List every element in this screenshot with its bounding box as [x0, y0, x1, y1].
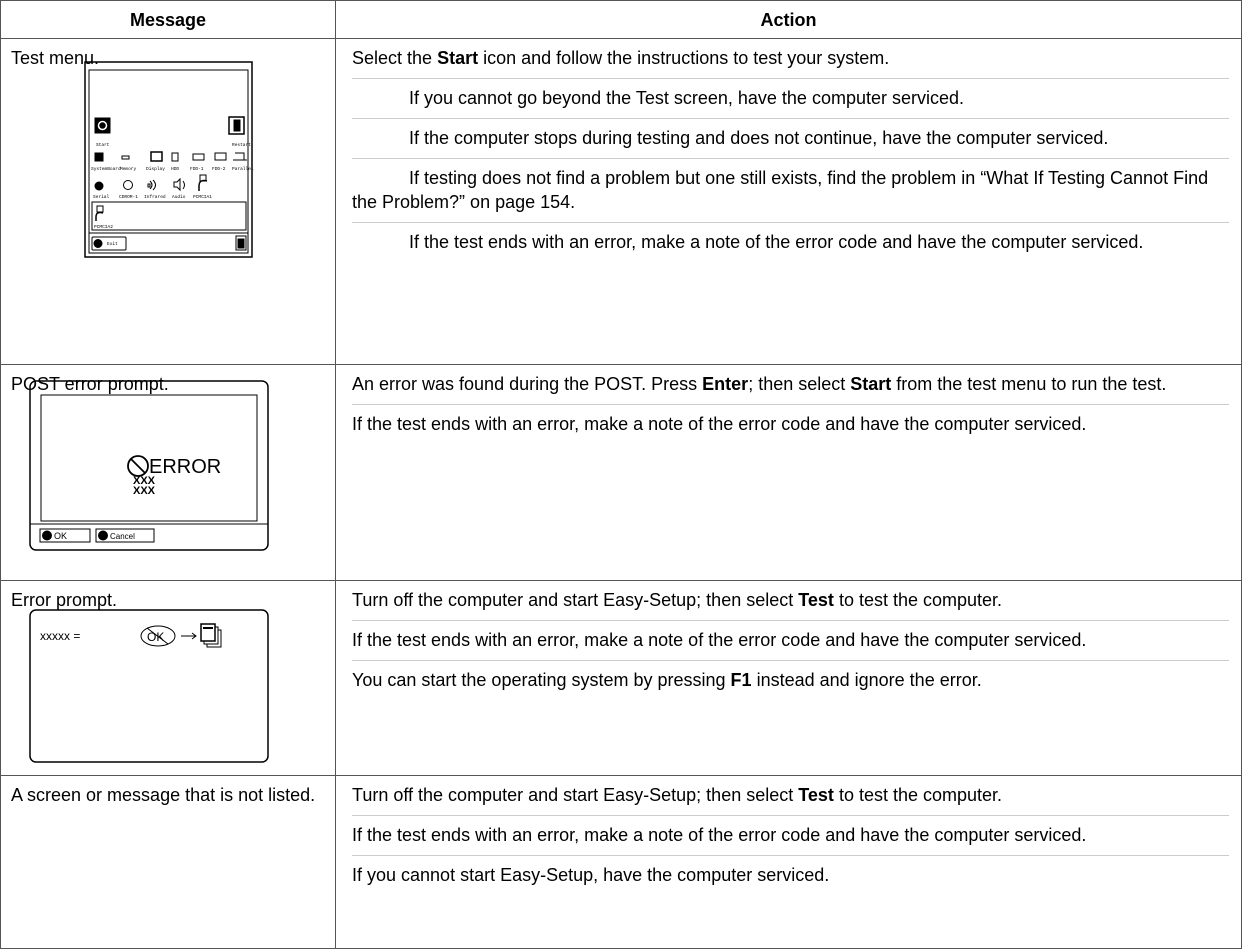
illustration-label: XXX: [133, 485, 156, 497]
text-run: to test the computer.: [833, 785, 1003, 805]
text-run: to test the computer.: [833, 590, 1003, 610]
action-paragraph: If the test ends with an error, make a n…: [352, 620, 1229, 660]
test-menu-illustration: Start Restart SystemBoard Memory Display…: [84, 61, 254, 258]
illustration-label: Serial: [93, 194, 110, 200]
text-run: ; then select: [748, 374, 851, 394]
text-run: instead and ignore the error.: [751, 670, 982, 690]
text-run: Turn off the computer and start Easy-Set…: [352, 785, 799, 805]
text-run: If the test ends with an error, make a n…: [352, 630, 1087, 650]
bold-text: Test: [798, 785, 834, 805]
illustration-label: Cancel: [110, 532, 135, 541]
illustration-label: FDD-1: [190, 166, 204, 172]
action-paragraph: If the computer stops during testing and…: [352, 118, 1229, 158]
message: Error prompt.: [11, 590, 118, 610]
action-paragraph: If you cannot start Easy-Setup, have the…: [352, 855, 1229, 895]
action-paragraph: If you cannot go beyond the Test screen,…: [352, 78, 1229, 118]
action-paragraph: If testing does not find a problem but o…: [352, 158, 1229, 222]
action-paragraph: If the test ends with an error, make a n…: [352, 815, 1229, 855]
illustration-label: PCMCIA2: [94, 224, 113, 230]
illustration-label: xxxxx =: [40, 629, 80, 643]
text-run: If you cannot start Easy-Setup, have the…: [352, 865, 830, 885]
action-paragraph: If the test ends with an error, make a n…: [352, 404, 1229, 444]
illustration-label: PCMCIA1: [193, 194, 212, 200]
action-paragraph: If the test ends with an error, make a n…: [352, 222, 1229, 262]
illustration-label: Audio: [172, 194, 186, 200]
text-run: If the computer stops during testing and…: [409, 128, 1109, 148]
illustration-label: Display: [146, 166, 165, 172]
illustration-label: CDROM-1: [119, 194, 138, 200]
illustration-label: FDD-2: [212, 166, 226, 172]
message: Test menu.: [11, 48, 100, 68]
text-run: If the test ends with an error, make a n…: [352, 825, 1087, 845]
text-run: If the test ends with an error, make a n…: [409, 232, 1144, 252]
bold-text: Start: [850, 374, 892, 394]
illustration-label: OK: [147, 630, 164, 644]
bold-text: Start: [437, 48, 479, 68]
illustrations: Start Restart SystemBoard Memory Display…: [29, 61, 269, 763]
error-prompt-illustration: xxxxx = OK: [29, 609, 269, 763]
text-run: If testing does not find a problem but o…: [352, 168, 1209, 212]
illustration-label: HDD: [171, 166, 179, 172]
text-run: If the test ends with an error, make a n…: [352, 414, 1087, 434]
text-run: An error was found during the POST. Pres…: [352, 374, 703, 394]
action-paragraph: Select the Start icon and follow the ins…: [352, 39, 1229, 78]
illustration-label: OK: [54, 531, 67, 541]
text-run: If you cannot go beyond the Test screen,…: [409, 88, 965, 108]
bold-text: Enter: [702, 374, 749, 394]
action-cell: Turn off the computer and start Easy-Set…: [335, 580, 1242, 776]
illustration-label: Infrared: [144, 194, 166, 200]
text-run: from the test menu to run the test.: [891, 374, 1167, 394]
text-run: Select the: [352, 48, 438, 68]
bold-text: Test: [798, 590, 834, 610]
illustration-label: ERROR: [149, 456, 221, 478]
message: POST error prompt.: [11, 374, 169, 394]
action-cell: Select the Start icon and follow the ins…: [335, 38, 1242, 365]
text-run: You can start the operating system by pr…: [352, 670, 731, 690]
illustration-label: Memory: [120, 166, 137, 172]
message: A screen or message that is not listed.: [11, 785, 316, 805]
illustration-label: Parallel: [232, 166, 254, 172]
illustration-label: XXX: [133, 475, 156, 487]
action-paragraph: You can start the operating system by pr…: [352, 660, 1229, 700]
text-run: icon and follow the instructions to test…: [478, 48, 890, 68]
text-run: Turn off the computer and start Easy-Set…: [352, 590, 799, 610]
header-cell: Action: [335, 0, 1242, 39]
action-paragraph: An error was found during the POST. Pres…: [352, 365, 1229, 404]
action-paragraph: Turn off the computer and start Easy-Set…: [352, 581, 1229, 620]
illustration-label: SystemBoard: [91, 166, 121, 172]
bold-text: F1: [730, 670, 752, 690]
action-cell: Turn off the computer and start Easy-Set…: [335, 775, 1242, 949]
post-error-illustration: ERROR XXX XXX OK Cancel: [29, 380, 269, 551]
illustration-label: Start: [96, 142, 110, 148]
illustration-label: Restart: [232, 142, 251, 148]
action-cell: An error was found during the POST. Pres…: [335, 364, 1242, 581]
illustration-label: Exit: [107, 241, 118, 247]
action-paragraph: Turn off the computer and start Easy-Set…: [352, 776, 1229, 815]
